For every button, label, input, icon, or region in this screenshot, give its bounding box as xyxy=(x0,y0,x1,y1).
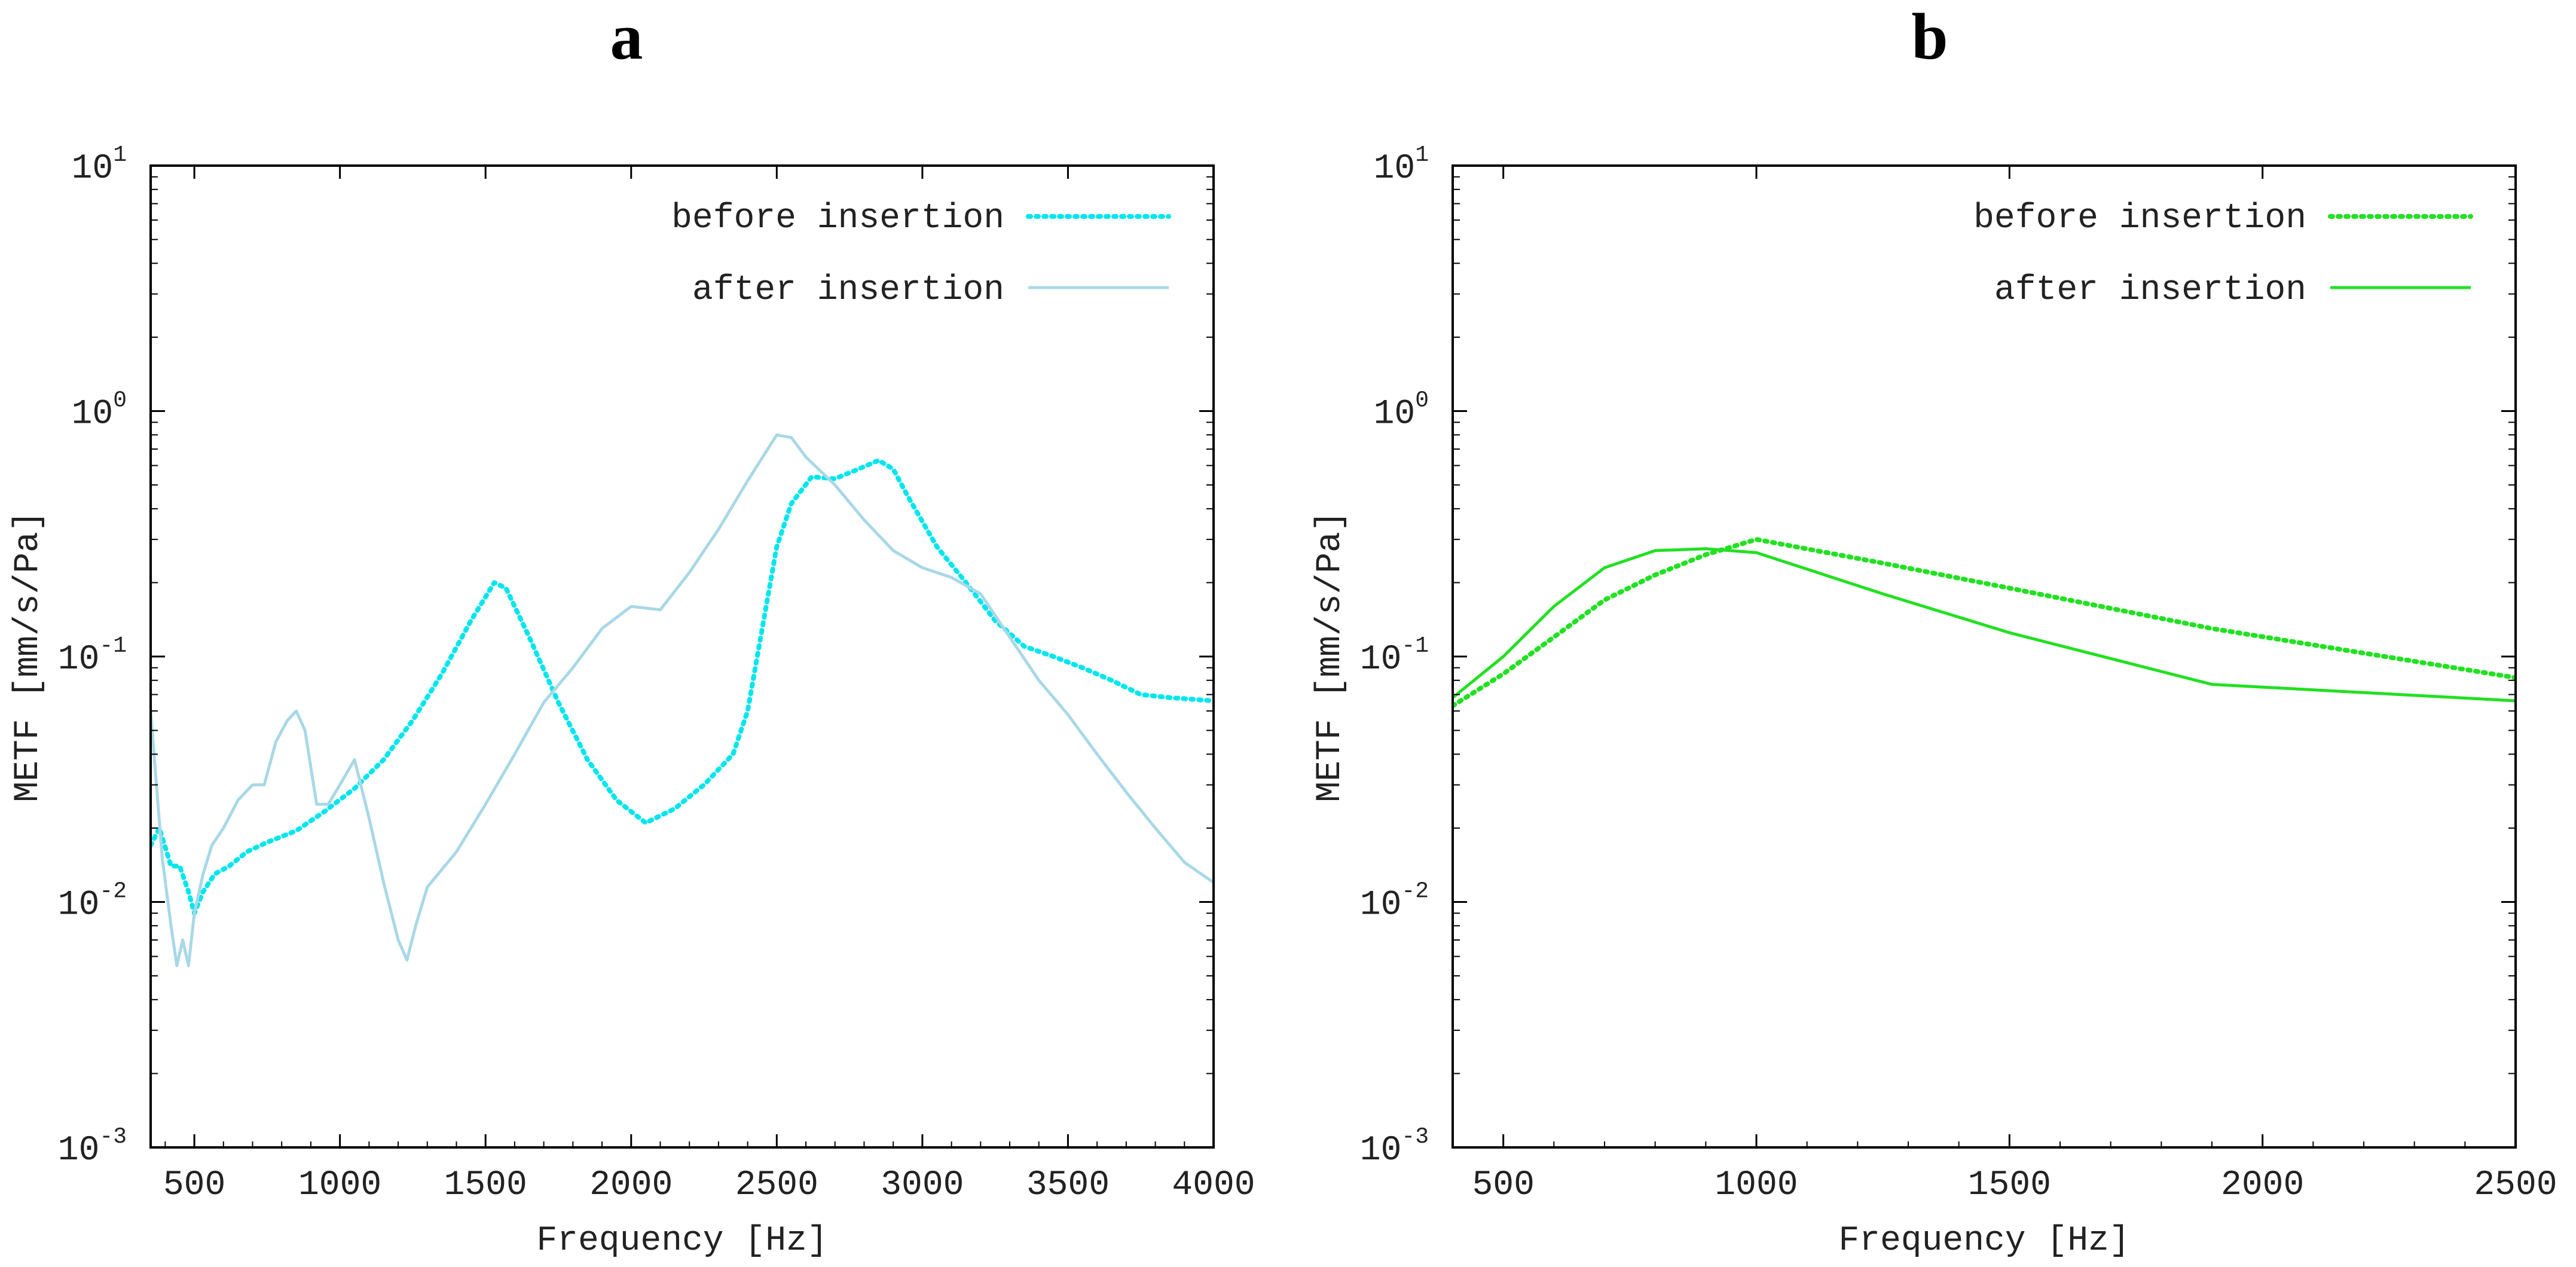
panel-b-legend-label-before: before insertion xyxy=(1973,199,2306,238)
panel-b-plot-frame xyxy=(1452,164,2517,1149)
panel-a-legend-label-after: after insertion xyxy=(692,271,1004,310)
panel-a-ticks: 500 1000 1500 2000 2500 3000 3500 4000 10-3 10-2 1… xyxy=(58,142,1255,1205)
panel-a-letter: a xyxy=(610,0,643,73)
panel-b-ytick-label: 10-3 xyxy=(1360,1124,1429,1170)
panel-b-legend-label-after: after insertion xyxy=(1994,271,2306,310)
panel-a-ytick-label: 10-3 xyxy=(58,1124,127,1170)
panel-a-xtick-label: 3000 xyxy=(881,1166,964,1205)
panel-b-series-after-insertion-line xyxy=(1453,547,2516,703)
panel-b-ytick-label: 101 xyxy=(1374,142,1429,188)
panel-b: b 500 1000 1500 2000 250010-310-210-1100101 … xyxy=(1311,0,2557,1260)
panel-a: a 500 1000 1500 2000 2500 3000 3500 4000 10-3 10-… xyxy=(9,0,1255,1260)
panel-a-legend: before insertion after insertion xyxy=(671,199,1171,310)
panel-b-series-before-insertion-line xyxy=(1453,537,2516,709)
panel-b-xtick-label: 500 xyxy=(1472,1166,1534,1205)
panel-a-xlabel: Frequency [Hz] xyxy=(536,1222,827,1260)
panel-a-ytick-label: 101 xyxy=(72,142,127,188)
panel-a-xtick-label: 2500 xyxy=(735,1166,818,1205)
panel-b-ytick-label: 100 xyxy=(1374,388,1429,434)
panel-b-ylabel: METF [mm/s/Pa] xyxy=(1311,511,1350,802)
panel-b-series-group xyxy=(1453,537,2516,709)
panel-a-legend-label-before: before insertion xyxy=(671,199,1004,238)
panel-b-xtick-label: 1000 xyxy=(1715,1166,1798,1205)
panel-a-xtick-label: 1500 xyxy=(444,1166,527,1205)
panel-a-ytick-label: 100 xyxy=(72,388,127,434)
panel-a-series-before-insertion-line xyxy=(151,457,1214,916)
panel-a-xtick-label: 4000 xyxy=(1172,1166,1255,1205)
panel-a-xtick-label: 500 xyxy=(163,1166,225,1205)
panel-a-ytick-label: 10-2 xyxy=(58,879,127,925)
panel-b-ticks: 500 1000 1500 2000 2500 10-3 10-2 10-1 100 101 xyxy=(1360,142,2557,1205)
panel-b-xlabel: Frequency [Hz] xyxy=(1838,1222,2129,1260)
panel-a-series-after-insertion-line xyxy=(151,433,1214,967)
panel-b-legend: before insertion after insertion xyxy=(1973,199,2473,310)
panel-b-letter: b xyxy=(1911,0,1948,73)
panel-b-xtick-label: 1500 xyxy=(1968,1166,2051,1205)
panel-a-xtick-label: 2000 xyxy=(589,1166,673,1205)
panel-a-ytick-label: 10-1 xyxy=(58,633,127,679)
panel-a-ylabel: METF [mm/s/Pa] xyxy=(9,511,48,802)
panel-b-ytick-label: 10-1 xyxy=(1360,633,1429,679)
panel-b-xtick-label: 2500 xyxy=(2474,1166,2557,1205)
panel-b-xtick-label: 2000 xyxy=(2221,1166,2304,1205)
panel-a-series-group xyxy=(151,433,1214,967)
panel-a-xtick-label: 1000 xyxy=(298,1166,381,1205)
panel-a-xtick-label: 3500 xyxy=(1026,1166,1110,1205)
panel-b-ytick-label: 10-2 xyxy=(1360,879,1429,925)
